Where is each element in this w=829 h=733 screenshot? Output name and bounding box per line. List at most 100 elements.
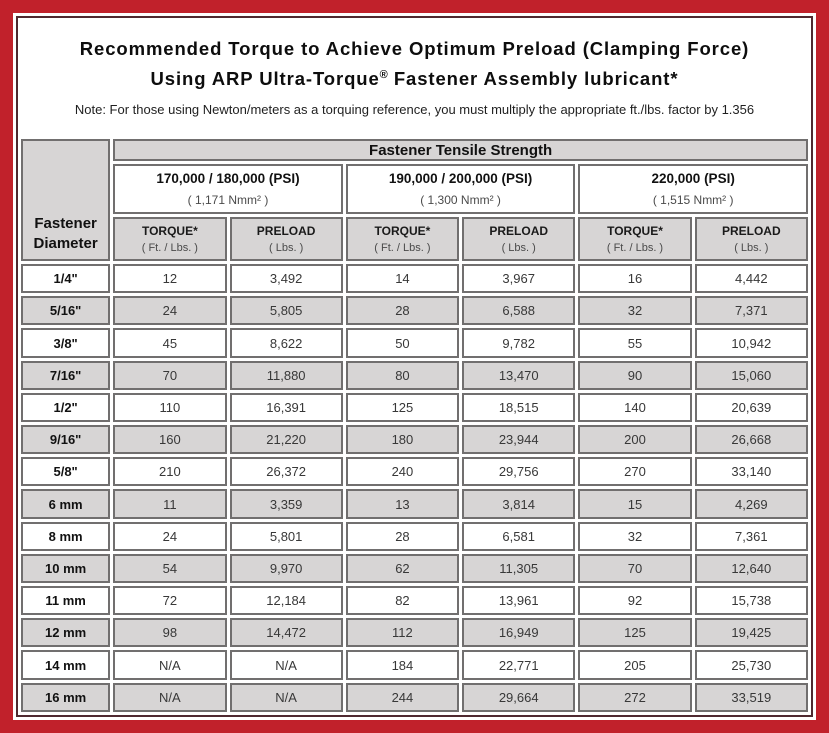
value-cell: 5,801: [229, 521, 343, 551]
value-cell: 26,668: [694, 425, 808, 455]
torque-unit: ( Ft. / Lbs. ): [374, 242, 431, 254]
torque-column-header-1: TORQUE* ( Ft. / Lbs. ): [113, 217, 227, 261]
value-cell: 12,640: [694, 553, 808, 584]
value-cell: 45: [113, 328, 227, 358]
header-row-psi: 170,000 / 180,000 (PSI) ( 1,171 Nmm² ) 1…: [21, 164, 808, 214]
value-cell: 125: [578, 618, 692, 648]
value-cell: 29,664: [462, 682, 576, 712]
table-row: 11 mm 72 12,184 82 13,961 92 15,738: [21, 586, 808, 616]
value-cell: N/A: [113, 650, 227, 680]
value-cell: 205: [578, 650, 692, 680]
torque-label: TORQUE*: [374, 224, 431, 238]
torque-table: Fastener Diameter Fastener Tensile Stren…: [18, 136, 811, 715]
torque-unit: ( Ft. / Lbs. ): [141, 242, 198, 254]
value-cell: 110: [113, 392, 227, 423]
table-row: 12 mm 98 14,472 112 16,949 125 19,425: [21, 618, 808, 648]
value-cell: N/A: [229, 650, 343, 680]
title-line2-text: Using ARP Ultra-Torque: [150, 67, 380, 89]
value-cell: 22,771: [462, 650, 576, 680]
value-cell: 9,782: [462, 328, 576, 358]
value-cell: 32: [578, 521, 692, 551]
header-row-units: TORQUE* ( Ft. / Lbs. ) PRELOAD ( Lbs. ) …: [21, 217, 808, 261]
value-cell: 90: [578, 360, 692, 390]
value-cell: N/A: [113, 682, 227, 712]
preload-unit: ( Lbs. ): [734, 242, 769, 254]
value-cell: 16: [578, 264, 692, 294]
table-row: 3/8" 45 8,622 50 9,782 55 10,942: [21, 328, 808, 358]
registered-trademark-symbol: ®: [379, 68, 388, 81]
title-line2-suffix: Fastener Assembly lubricant*: [387, 67, 679, 89]
conversion-note: Note: For those using Newton/meters as a…: [74, 102, 755, 118]
value-cell: 24: [113, 296, 227, 326]
value-cell: 3,492: [229, 264, 343, 294]
diameter-cell: 16 mm: [21, 682, 111, 712]
value-cell: 15: [578, 489, 692, 519]
value-cell: 32: [578, 296, 692, 326]
corner-header-fastener-diameter: Fastener Diameter: [21, 139, 111, 261]
value-cell: 15,060: [694, 360, 808, 390]
value-cell: 244: [345, 682, 460, 712]
table-row: 5/16" 24 5,805 28 6,588 32 7,371: [21, 296, 808, 326]
value-cell: 15,738: [694, 586, 808, 616]
page-title-line1: Recommended Torque to Achieve Optimum Pr…: [79, 38, 750, 59]
value-cell: 6,581: [462, 521, 576, 551]
value-cell: 62: [345, 553, 460, 584]
psi-group-2-header: 190,000 / 200,000 (PSI) ( 1,300 Nmm² ): [345, 164, 576, 214]
table-row: 6 mm 11 3,359 13 3,814 15 4,269: [21, 489, 808, 519]
preload-unit: ( Lbs. ): [501, 242, 536, 254]
value-cell: 6,588: [462, 296, 576, 326]
value-cell: 70: [578, 553, 692, 584]
diameter-cell: 11 mm: [21, 586, 111, 616]
diameter-cell: 3/8": [21, 328, 111, 358]
table-row: 1/4" 12 3,492 14 3,967 16 4,442: [21, 264, 808, 294]
value-cell: 50: [345, 328, 460, 358]
value-cell: 140: [578, 392, 692, 423]
diameter-cell: 14 mm: [21, 650, 111, 680]
table-row: 7/16" 70 11,880 80 13,470 90 15,060: [21, 360, 808, 390]
torque-column-header-3: TORQUE* ( Ft. / Lbs. ): [578, 217, 692, 261]
value-cell: 55: [578, 328, 692, 358]
value-cell: 112: [345, 618, 460, 648]
value-cell: 54: [113, 553, 227, 584]
diameter-cell: 1/2": [21, 392, 111, 423]
diameter-cell: 8 mm: [21, 521, 111, 551]
table-row: 10 mm 54 9,970 62 11,305 70 12,640: [21, 553, 808, 584]
psi-group-3-value: 220,000 (PSI): [651, 171, 735, 186]
value-cell: 23,944: [462, 425, 576, 455]
value-cell: 19,425: [694, 618, 808, 648]
value-cell: 92: [578, 586, 692, 616]
diameter-cell: 5/8": [21, 457, 111, 487]
value-cell: 11,880: [229, 360, 343, 390]
value-cell: 13: [345, 489, 460, 519]
table-row: 9/16" 160 21,220 180 23,944 200 26,668: [21, 425, 808, 455]
value-cell: 3,814: [462, 489, 576, 519]
value-cell: 13,470: [462, 360, 576, 390]
value-cell: 28: [345, 521, 460, 551]
value-cell: 16,949: [462, 618, 576, 648]
value-cell: 24: [113, 521, 227, 551]
psi-group-3-metric: ( 1,515 Nmm² ): [652, 193, 734, 207]
table-row: 16 mm N/A N/A 244 29,664 272 33,519: [21, 682, 808, 712]
header-row-tensile: Fastener Diameter Fastener Tensile Stren…: [21, 139, 808, 261]
diameter-cell: 7/16": [21, 360, 111, 390]
value-cell: 180: [345, 425, 460, 455]
diameter-cell: 6 mm: [21, 489, 111, 519]
psi-group-3-header: 220,000 (PSI) ( 1,515 Nmm² ): [578, 164, 808, 214]
value-cell: 5,805: [229, 296, 343, 326]
torque-column-header-2: TORQUE* ( Ft. / Lbs. ): [345, 217, 460, 261]
preload-unit: ( Lbs. ): [269, 242, 304, 254]
torque-label: TORQUE*: [607, 224, 663, 238]
diameter-cell: 12 mm: [21, 618, 111, 648]
value-cell: 210: [113, 457, 227, 487]
preload-column-header-1: PRELOAD ( Lbs. ): [229, 217, 343, 261]
psi-group-1-header: 170,000 / 180,000 (PSI) ( 1,171 Nmm² ): [113, 164, 343, 214]
preload-label: PRELOAD: [256, 224, 316, 238]
value-cell: 3,359: [229, 489, 343, 519]
value-cell: 82: [345, 586, 460, 616]
title-block: Recommended Torque to Achieve Optimum Pr…: [18, 18, 811, 136]
tensile-strength-header: Fastener Tensile Strength: [113, 139, 808, 161]
value-cell: 14,472: [229, 618, 343, 648]
value-cell: 4,269: [694, 489, 808, 519]
value-cell: 29,756: [462, 457, 576, 487]
